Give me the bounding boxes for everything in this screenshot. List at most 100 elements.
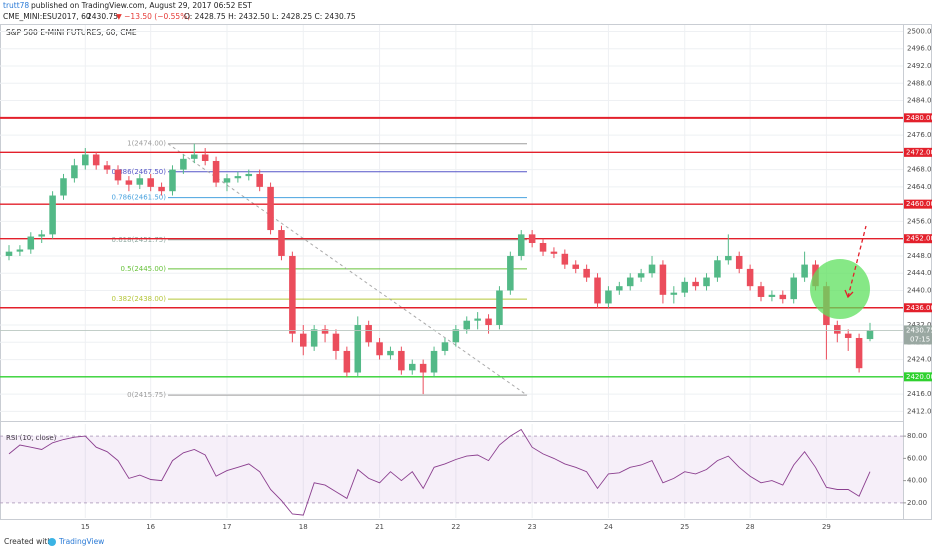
fib-label: 0.382(2438.00) <box>112 295 167 303</box>
candle-body <box>659 264 667 295</box>
candle-body <box>136 178 144 185</box>
x-tick-label: 15 <box>81 523 90 531</box>
candle-body <box>82 154 89 166</box>
symbol: CME_MINI:ESU2017, 60 <box>3 12 91 21</box>
candle-body <box>16 249 24 252</box>
candle-body <box>528 234 536 244</box>
y-tick-label: 2476.00 <box>907 131 932 139</box>
x-tick-label: 22 <box>451 523 460 531</box>
candle-body <box>267 186 274 231</box>
level-label: 2472.00 <box>906 148 932 156</box>
published: published on TradingView.com, August 29,… <box>31 1 252 10</box>
candle-body <box>5 251 13 256</box>
y-tick-label: 2412.00 <box>907 407 932 415</box>
level-label: 2452.00 <box>906 235 932 243</box>
candle-body <box>605 290 612 304</box>
x-tick-label: 16 <box>146 523 155 531</box>
candle-body <box>278 230 285 256</box>
candle-body <box>703 277 710 287</box>
candle-body <box>692 281 699 287</box>
candle-body <box>408 363 416 371</box>
candle-body <box>212 160 220 183</box>
candle-body <box>626 277 634 287</box>
candle-body <box>289 255 296 334</box>
candle-body <box>49 195 56 235</box>
footer-logo <box>48 538 56 546</box>
candle-body <box>725 255 732 261</box>
y-tick-label: 2424.00 <box>907 356 932 364</box>
fib-label: 0(2415.75) <box>127 391 166 399</box>
candle-body <box>507 255 514 291</box>
x-tick-label: 29 <box>822 523 831 531</box>
candle-body <box>735 255 743 269</box>
y-tick-label: 2448.00 <box>907 252 932 260</box>
candle-body <box>539 243 547 252</box>
footer-created: Created with <box>4 537 52 546</box>
candle-body <box>866 330 874 340</box>
level-box <box>904 147 932 157</box>
rsi-tick-label: 80.00 <box>907 432 927 440</box>
candle-body <box>245 173 253 177</box>
x-tick-label: 21 <box>375 523 384 531</box>
header-ohlc: O: 2428.75 H: 2432.50 L: 2428.25 C: 2430… <box>184 12 356 21</box>
level-label: 2480.00 <box>906 114 932 122</box>
candle-body <box>779 294 787 300</box>
countdown: 07:15 <box>910 335 930 343</box>
candle-body <box>256 173 263 187</box>
candle-body <box>354 325 362 373</box>
candle-body <box>583 268 590 278</box>
candle-body <box>92 154 100 166</box>
candle-body <box>681 281 688 293</box>
candle-body <box>71 165 78 179</box>
candle-body <box>790 277 797 300</box>
author[interactable]: trutt78 <box>3 1 29 10</box>
x-tick-label: 18 <box>299 523 308 531</box>
rsi-tick-label: 20.00 <box>907 499 927 507</box>
chart-title: S&P 500 E-MINI FUTURES, 60, CME <box>6 28 137 37</box>
highlight-circle <box>810 259 870 319</box>
header-price: 2430.75 <box>87 12 118 21</box>
y-tick-label: 2456.00 <box>907 217 932 225</box>
candle-body <box>169 169 176 192</box>
candle-body <box>757 286 765 297</box>
candle-body <box>419 363 427 373</box>
level-box <box>904 199 932 209</box>
candle-body <box>474 318 481 321</box>
candle-body <box>550 251 558 254</box>
candle-body <box>201 154 209 161</box>
level-label: 2460.00 <box>906 200 932 208</box>
candle-body <box>125 180 133 185</box>
y-tick-label: 2488.00 <box>907 79 932 87</box>
candle-body <box>441 342 449 351</box>
candle-body <box>60 178 67 196</box>
y-tick-label: 2496.00 <box>907 45 932 53</box>
level-box <box>904 113 932 123</box>
candle-body <box>365 325 372 343</box>
forecast-arrow <box>847 225 867 298</box>
y-tick-label: 2444.00 <box>907 269 932 277</box>
candle-body <box>561 253 569 265</box>
candle-body <box>430 350 438 373</box>
level-box <box>904 234 932 244</box>
candle-body <box>855 337 863 369</box>
fib-trend <box>167 143 528 396</box>
candle-body <box>332 333 340 351</box>
annotations <box>810 225 870 319</box>
y-tick-label: 2464.00 <box>907 183 932 191</box>
y-tick-label: 2432.00 <box>907 321 932 329</box>
fib-label: 0.786(2461.50) <box>112 194 167 202</box>
rsi-tick-label: 40.00 <box>907 477 927 485</box>
last-price-label: 2430.75 <box>906 326 932 334</box>
footer-brand[interactable]: TradingView <box>58 537 104 546</box>
x-tick-label: 24 <box>604 523 613 531</box>
candle-body <box>746 268 754 287</box>
candle-body <box>38 234 45 237</box>
candle-body <box>27 236 35 250</box>
header-change: ▼ −13.50 (−0.55%) <box>116 12 190 21</box>
rsi-line <box>8 428 871 516</box>
candle-body <box>648 264 656 274</box>
candle-body <box>191 154 198 159</box>
candle-body <box>387 350 394 356</box>
